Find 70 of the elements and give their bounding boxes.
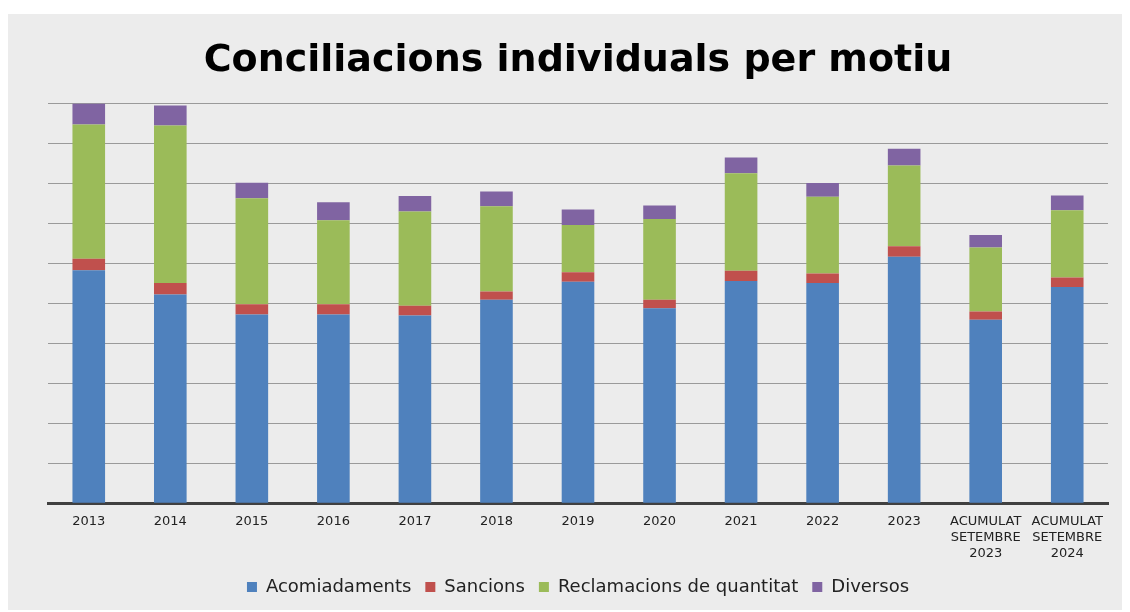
bar — [154, 125, 187, 284]
bar — [887, 256, 921, 503]
bar — [724, 281, 758, 503]
bar — [806, 283, 839, 503]
bar — [154, 105, 187, 126]
x-tick-label: 2018 — [479, 513, 514, 529]
bar — [887, 148, 921, 166]
bar — [154, 294, 187, 503]
bar — [398, 195, 432, 212]
bar — [561, 209, 595, 226]
bar — [317, 314, 350, 503]
x-tick-label: 2014 — [153, 513, 187, 529]
bar — [806, 196, 839, 274]
x-tick-label: 2013 — [72, 513, 106, 529]
bar — [561, 225, 595, 273]
bar — [1050, 195, 1084, 211]
bar — [398, 305, 432, 316]
x-tick-label: 2022 — [806, 513, 840, 529]
bar — [317, 202, 350, 221]
bar — [887, 165, 921, 247]
x-tick-label: 2016 — [316, 513, 350, 529]
bar — [806, 183, 839, 197]
bar — [480, 291, 513, 300]
bar — [806, 273, 839, 284]
bar — [235, 304, 269, 315]
bar — [1050, 277, 1084, 288]
bar — [561, 281, 595, 503]
bar — [480, 299, 513, 503]
x-tick-label: ACUMULAT SETEMBRE 2023 — [950, 513, 1022, 560]
bar — [480, 191, 513, 207]
x-tick-label: 2021 — [724, 513, 758, 529]
bar — [317, 304, 350, 315]
bar — [317, 220, 350, 305]
legend-label: Sancions — [444, 574, 525, 596]
bar — [235, 314, 269, 503]
bar — [643, 219, 676, 300]
bar — [724, 173, 758, 271]
bar — [72, 124, 106, 259]
x-tick-label: 2015 — [235, 513, 269, 529]
x-tick-label: 2017 — [398, 513, 432, 529]
bar — [643, 299, 676, 309]
bar — [969, 247, 1002, 312]
bar — [724, 157, 758, 174]
bar — [235, 198, 269, 305]
bar — [969, 235, 1002, 248]
legend-label: Reclamacions de quantitat — [557, 574, 799, 596]
x-tick-label: 2019 — [561, 513, 595, 529]
bar — [887, 246, 921, 257]
x-tick-label: 2020 — [642, 513, 677, 529]
bar — [154, 283, 187, 295]
bar — [480, 206, 513, 292]
bar — [643, 308, 676, 503]
bar — [72, 103, 106, 125]
bar — [643, 205, 676, 220]
x-tick-label: 2023 — [887, 513, 921, 529]
bar — [561, 272, 595, 282]
bar — [72, 258, 106, 271]
bar — [969, 319, 1002, 503]
bar — [1050, 210, 1084, 278]
bar — [72, 270, 106, 503]
bar — [398, 315, 432, 503]
legend-label: Diversos — [831, 574, 910, 596]
x-tick-label: ACUMULAT SETEMBRE 2024 — [1031, 513, 1103, 560]
bar — [235, 182, 269, 199]
bar — [969, 311, 1002, 320]
bar — [1050, 287, 1084, 503]
chart-title: Conciliacions individuals per motiu — [203, 35, 953, 80]
bar — [398, 211, 432, 306]
bar — [724, 270, 758, 282]
legend-label: Acomiadaments — [265, 574, 412, 596]
